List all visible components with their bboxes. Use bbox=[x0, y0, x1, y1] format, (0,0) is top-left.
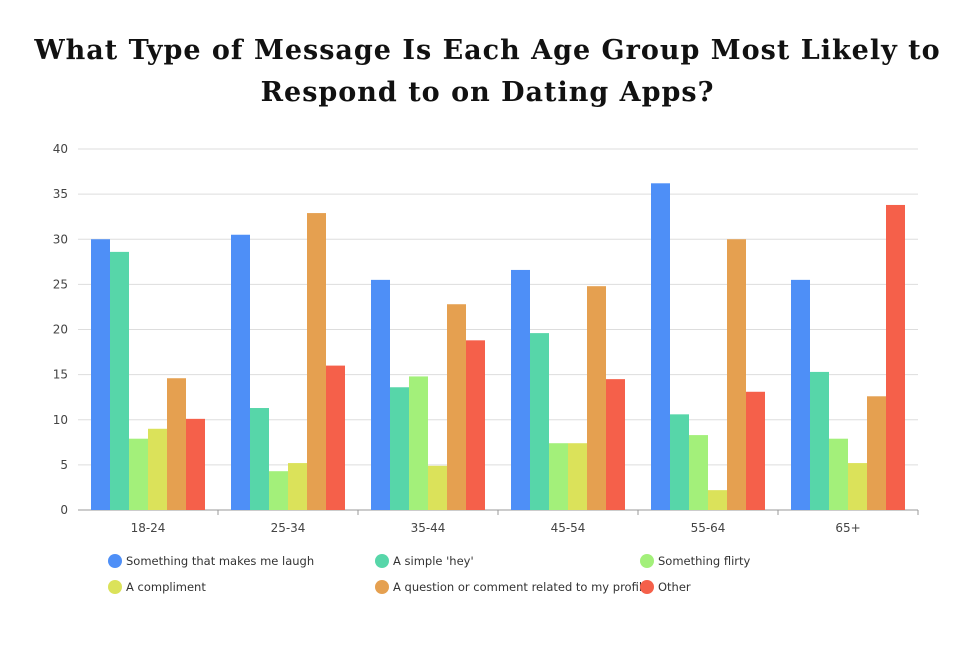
legend-swatch bbox=[375, 554, 389, 568]
bar bbox=[587, 286, 606, 510]
x-tick-label: 55-64 bbox=[691, 521, 726, 535]
bar bbox=[848, 463, 867, 510]
bar bbox=[829, 438, 848, 510]
legend-swatch bbox=[108, 580, 122, 594]
x-tick-label: 65+ bbox=[835, 521, 860, 535]
bar bbox=[791, 279, 810, 510]
bar bbox=[708, 490, 727, 510]
bar bbox=[727, 239, 746, 510]
legend-label: Other bbox=[658, 580, 691, 594]
y-tick-label: 40 bbox=[53, 142, 68, 156]
bar bbox=[746, 391, 765, 510]
bar bbox=[409, 376, 428, 510]
x-tick-label: 25-34 bbox=[271, 521, 306, 535]
y-tick-label: 30 bbox=[53, 232, 68, 246]
legend-swatch bbox=[640, 554, 654, 568]
y-tick-label: 20 bbox=[53, 323, 68, 337]
bar bbox=[129, 438, 148, 510]
bar bbox=[269, 471, 288, 510]
legend-label: A question or comment related to my prof… bbox=[393, 580, 649, 594]
bar bbox=[250, 408, 269, 510]
legend-swatch bbox=[640, 580, 654, 594]
bar bbox=[428, 465, 447, 510]
x-tick-label: 45-54 bbox=[551, 521, 586, 535]
bar bbox=[326, 365, 345, 510]
bar bbox=[371, 279, 390, 510]
legend-item[interactable]: A question or comment related to my prof… bbox=[375, 580, 649, 594]
y-tick-label: 15 bbox=[53, 368, 68, 382]
bar bbox=[390, 387, 409, 510]
legend-item[interactable]: A compliment bbox=[108, 580, 206, 594]
bar bbox=[689, 435, 708, 510]
bar bbox=[606, 379, 625, 510]
legend-item[interactable]: A simple 'hey' bbox=[375, 554, 474, 568]
bar bbox=[549, 443, 568, 510]
bar bbox=[110, 251, 129, 510]
legend-label: Something flirty bbox=[658, 554, 751, 568]
y-tick-label: 25 bbox=[53, 277, 68, 291]
legend-label: A simple 'hey' bbox=[393, 554, 474, 568]
y-tick-label: 5 bbox=[60, 458, 68, 472]
y-tick-label: 10 bbox=[53, 413, 68, 427]
bar bbox=[186, 418, 205, 510]
bar bbox=[867, 396, 886, 510]
y-tick-label: 0 bbox=[60, 503, 68, 517]
bar bbox=[167, 378, 186, 510]
bar bbox=[886, 204, 905, 510]
bar bbox=[466, 340, 485, 510]
bar bbox=[307, 213, 326, 510]
x-tick-label: 18-24 bbox=[131, 521, 166, 535]
bar bbox=[651, 183, 670, 511]
legend-label: Something that makes me laugh bbox=[126, 554, 314, 568]
chart-title: What Type of Message Is Each Age Group M… bbox=[34, 35, 941, 108]
bar bbox=[148, 428, 167, 510]
bar bbox=[288, 463, 307, 510]
x-tick-label: 35-44 bbox=[411, 521, 446, 535]
y-tick-label: 35 bbox=[53, 187, 68, 201]
legend-swatch bbox=[108, 554, 122, 568]
bar bbox=[447, 304, 466, 510]
bar bbox=[810, 371, 829, 510]
legend-item[interactable]: Other bbox=[640, 580, 691, 594]
bar bbox=[530, 333, 549, 510]
bar bbox=[568, 443, 587, 510]
legend-swatch bbox=[375, 580, 389, 594]
legend-item[interactable]: Something flirty bbox=[640, 554, 751, 568]
bar bbox=[231, 234, 250, 511]
legend-label: A compliment bbox=[126, 580, 206, 594]
legend-item[interactable]: Something that makes me laugh bbox=[108, 554, 314, 568]
bar bbox=[511, 269, 530, 510]
bar bbox=[670, 414, 689, 510]
bar bbox=[91, 239, 110, 510]
